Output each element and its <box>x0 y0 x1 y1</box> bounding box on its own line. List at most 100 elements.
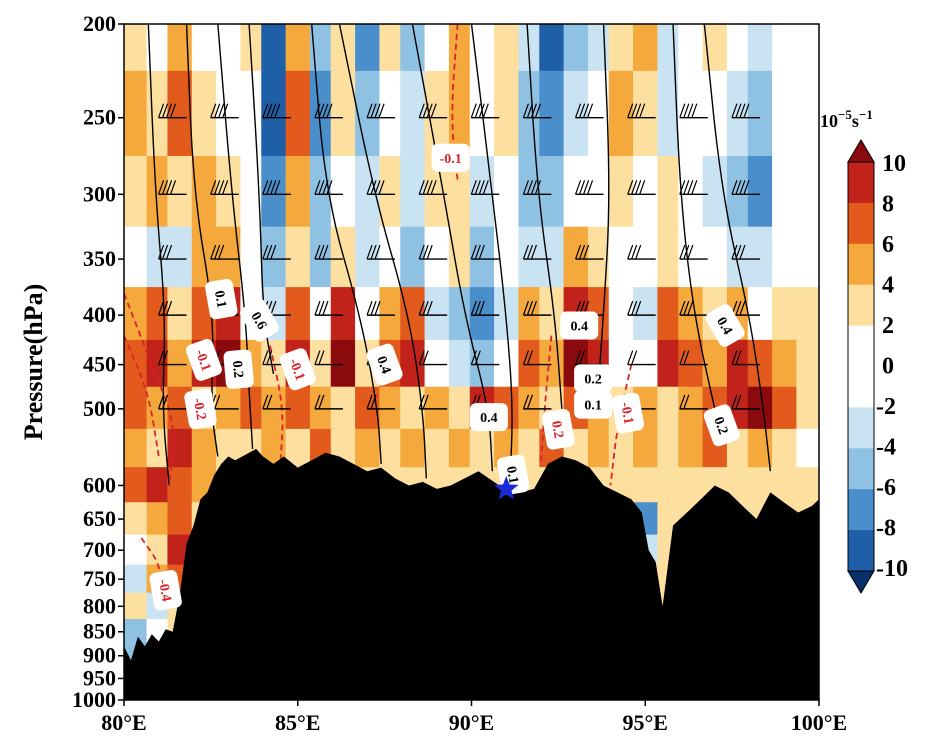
terrain-mask <box>124 448 819 700</box>
divergence-cell <box>678 428 704 468</box>
wind-barb <box>574 103 604 119</box>
negative-contour-line <box>124 335 160 457</box>
svg-text:-0.1: -0.1 <box>192 347 214 373</box>
divergence-cell <box>124 534 148 566</box>
divergence-cell <box>796 156 819 228</box>
colorbar-tick-label: -8 <box>876 516 896 542</box>
wind-barb <box>731 180 760 196</box>
wind-barb <box>366 300 396 316</box>
wind-barb <box>314 394 343 410</box>
divergence-cell <box>539 70 565 157</box>
wind-barb <box>627 244 656 260</box>
divergence-cell <box>400 386 426 430</box>
y-tick-label: 750 <box>83 566 116 591</box>
divergence-cell <box>285 156 311 228</box>
wind-barb <box>314 300 343 316</box>
divergence-cell <box>285 287 311 341</box>
svg-text:0.2: 0.2 <box>584 372 602 387</box>
divergence-cell <box>309 226 335 288</box>
divergence-cell <box>424 287 450 341</box>
negative-contour-line <box>540 335 553 464</box>
star-icon <box>493 475 519 500</box>
colorbar-tick-label: 0 <box>882 354 894 380</box>
wind-barb <box>470 244 500 260</box>
divergence-cell <box>424 428 450 468</box>
wind-barb <box>731 103 760 119</box>
wind-barb <box>418 394 448 410</box>
divergence-cell <box>124 428 148 468</box>
wind-barb <box>731 350 760 366</box>
divergence-cell <box>678 386 704 430</box>
divergence-cell <box>796 226 819 288</box>
wind-barb <box>679 300 708 316</box>
divergence-cell <box>261 70 287 157</box>
divergence-cell <box>469 226 495 288</box>
positive-contour-line <box>703 24 772 472</box>
divergence-cell <box>330 386 356 430</box>
colorbar-segment <box>848 366 874 408</box>
divergence-cell <box>587 226 613 288</box>
wind-barb <box>731 244 760 260</box>
divergence-cell <box>608 156 634 228</box>
divergence-cell <box>608 226 634 288</box>
wind-barb <box>679 350 708 366</box>
divergence-cell <box>587 428 613 468</box>
divergence-cell <box>146 24 172 72</box>
divergence-cell <box>285 226 311 288</box>
contour-label: 0.6 <box>240 299 279 342</box>
divergence-cell <box>167 428 193 468</box>
colorbar-tick-label: 6 <box>882 232 894 258</box>
wind-barb <box>522 394 552 410</box>
divergence-cell <box>772 386 797 430</box>
wind-barb <box>366 244 396 260</box>
positive-contour-line <box>526 24 563 409</box>
divergence-cell <box>726 24 752 72</box>
divergence-cell <box>424 24 450 72</box>
divergence-cell <box>379 428 405 468</box>
wind-barb <box>262 394 291 410</box>
divergence-cell <box>518 287 544 341</box>
wind-barb <box>366 394 396 410</box>
svg-text:0.2: 0.2 <box>548 420 566 440</box>
y-tick-label: 300 <box>83 181 116 206</box>
contour-label: -0.1 <box>431 143 470 172</box>
divergence-cell <box>448 428 474 468</box>
colorbar-segment <box>848 202 874 245</box>
divergence-cell <box>330 339 356 388</box>
colorbar-tick-label: -2 <box>876 394 896 420</box>
contour-label: -0.1 <box>611 392 645 434</box>
divergence-cell <box>702 339 728 388</box>
divergence-cell <box>124 70 148 157</box>
contour-label: 0.4 <box>560 311 599 340</box>
divergence-cell <box>146 467 172 503</box>
y-tick-label: 350 <box>83 246 116 271</box>
negative-contour-line <box>124 293 175 486</box>
divergence-cell <box>796 386 819 430</box>
contour-label: 0.1 <box>205 278 238 320</box>
divergence-cell <box>355 70 380 157</box>
divergence-cell <box>448 24 474 72</box>
wind-barb <box>262 244 291 260</box>
colorbar-segment <box>848 530 874 572</box>
divergence-cell <box>124 156 148 228</box>
wind-barb <box>157 300 187 316</box>
divergence-cell <box>702 70 728 157</box>
colorbar-tick-label: 8 <box>882 192 894 218</box>
divergence-cell <box>400 287 426 341</box>
divergence-cell <box>678 226 704 288</box>
divergence-cell <box>379 287 405 341</box>
divergence-cell <box>657 24 683 72</box>
divergence-cell <box>678 467 704 503</box>
divergence-cell <box>678 339 704 388</box>
divergence-cell <box>772 287 797 341</box>
svg-text:-0.2: -0.2 <box>190 397 209 421</box>
divergence-cell <box>678 287 704 341</box>
divergence-cell <box>448 386 474 430</box>
y-tick-label: 700 <box>83 537 116 562</box>
divergence-cell <box>240 24 266 72</box>
divergence-cell <box>772 156 797 228</box>
divergence-cell <box>191 70 217 157</box>
divergence-cell <box>518 386 544 430</box>
divergence-cell <box>400 70 426 157</box>
divergence-cell <box>261 24 287 72</box>
